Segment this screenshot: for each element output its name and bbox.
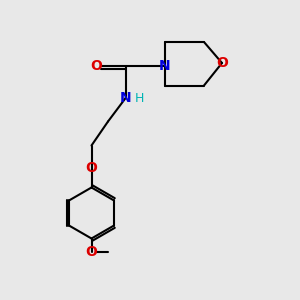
Text: N: N — [120, 91, 132, 104]
Text: H: H — [134, 92, 144, 106]
Text: N: N — [159, 59, 171, 73]
Text: O: O — [90, 59, 102, 73]
Text: O: O — [85, 161, 98, 175]
Text: O: O — [85, 245, 98, 259]
Text: O: O — [216, 56, 228, 70]
